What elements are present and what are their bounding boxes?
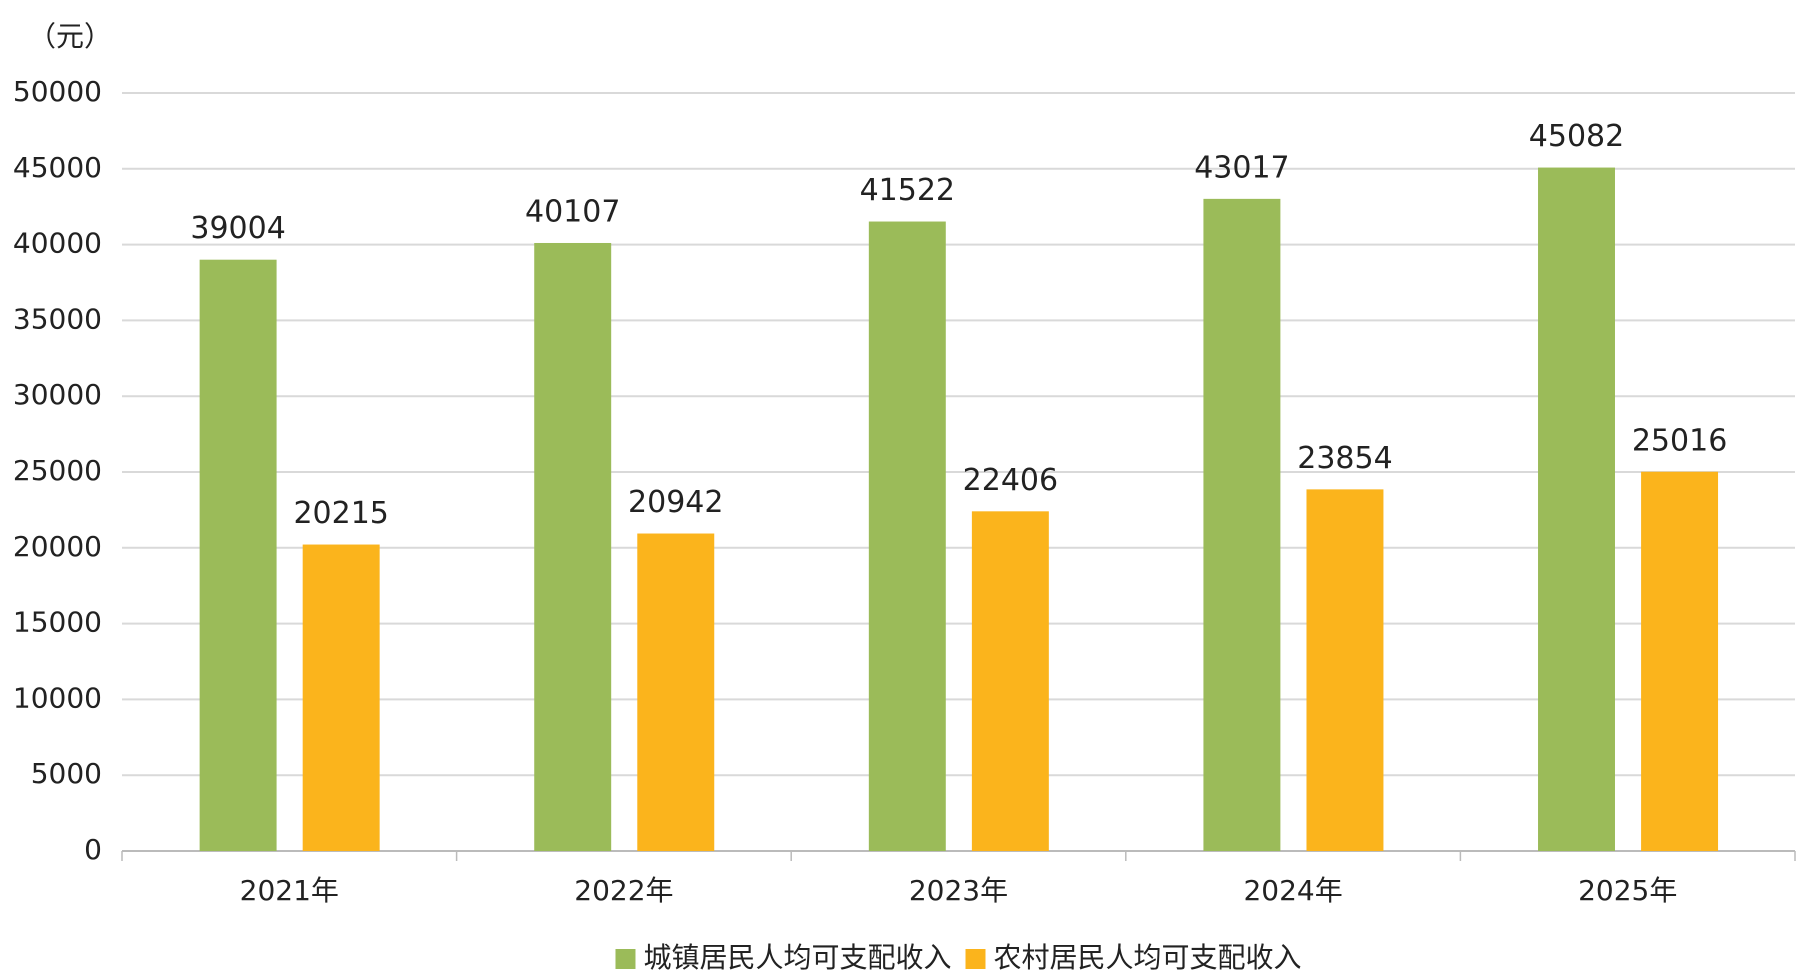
y-axis-label: （元） [28,20,112,53]
legend-swatch [965,949,986,969]
value-label: 43017 [1194,150,1289,185]
value-label: 39004 [190,211,285,246]
bar [1203,198,1281,851]
bar [971,511,1049,851]
y-tick-label: 10000 [13,681,102,714]
y-tick-label: 50000 [13,75,102,108]
x-tick-label: 2025年 [1578,874,1677,907]
legend-swatch [615,949,636,969]
legend-label: 农村居民人均可支配收入 [994,941,1302,974]
y-tick-label: 15000 [13,606,102,639]
bar [637,533,715,851]
value-label: 40107 [525,194,620,229]
bar [868,221,946,851]
value-label: 22406 [963,463,1058,498]
x-tick-label: 2022年 [574,874,673,907]
y-tick-label: 35000 [13,302,102,335]
value-label: 20942 [628,485,723,520]
y-tick-label: 5000 [31,757,102,790]
y-tick-label: 30000 [13,378,102,411]
legend-label: 城镇居民人均可支配收入 [643,941,951,974]
bar [534,242,612,851]
value-label: 25016 [1632,423,1727,458]
y-tick-label: 45000 [13,151,102,184]
value-label: 23854 [1297,441,1392,476]
bar [1538,167,1615,851]
value-label: 45082 [1529,119,1624,154]
x-tick-label: 2021年 [240,874,339,907]
x-tick-label: 2023年 [909,874,1008,907]
y-tick-label: 0 [84,833,102,866]
bar [199,259,277,852]
bar [1641,471,1719,851]
legend: 城镇居民人均可支配收入 农村居民人均可支配收入 [615,941,1302,974]
y-tick-label: 40000 [13,227,102,260]
y-tick-label: 20000 [13,530,102,563]
value-label: 41522 [860,173,955,208]
y-tick-label: 25000 [13,454,102,487]
bar [1306,489,1384,851]
value-label: 20215 [293,496,388,531]
x-tick-label: 2024年 [1243,874,1342,907]
bar [302,544,380,851]
